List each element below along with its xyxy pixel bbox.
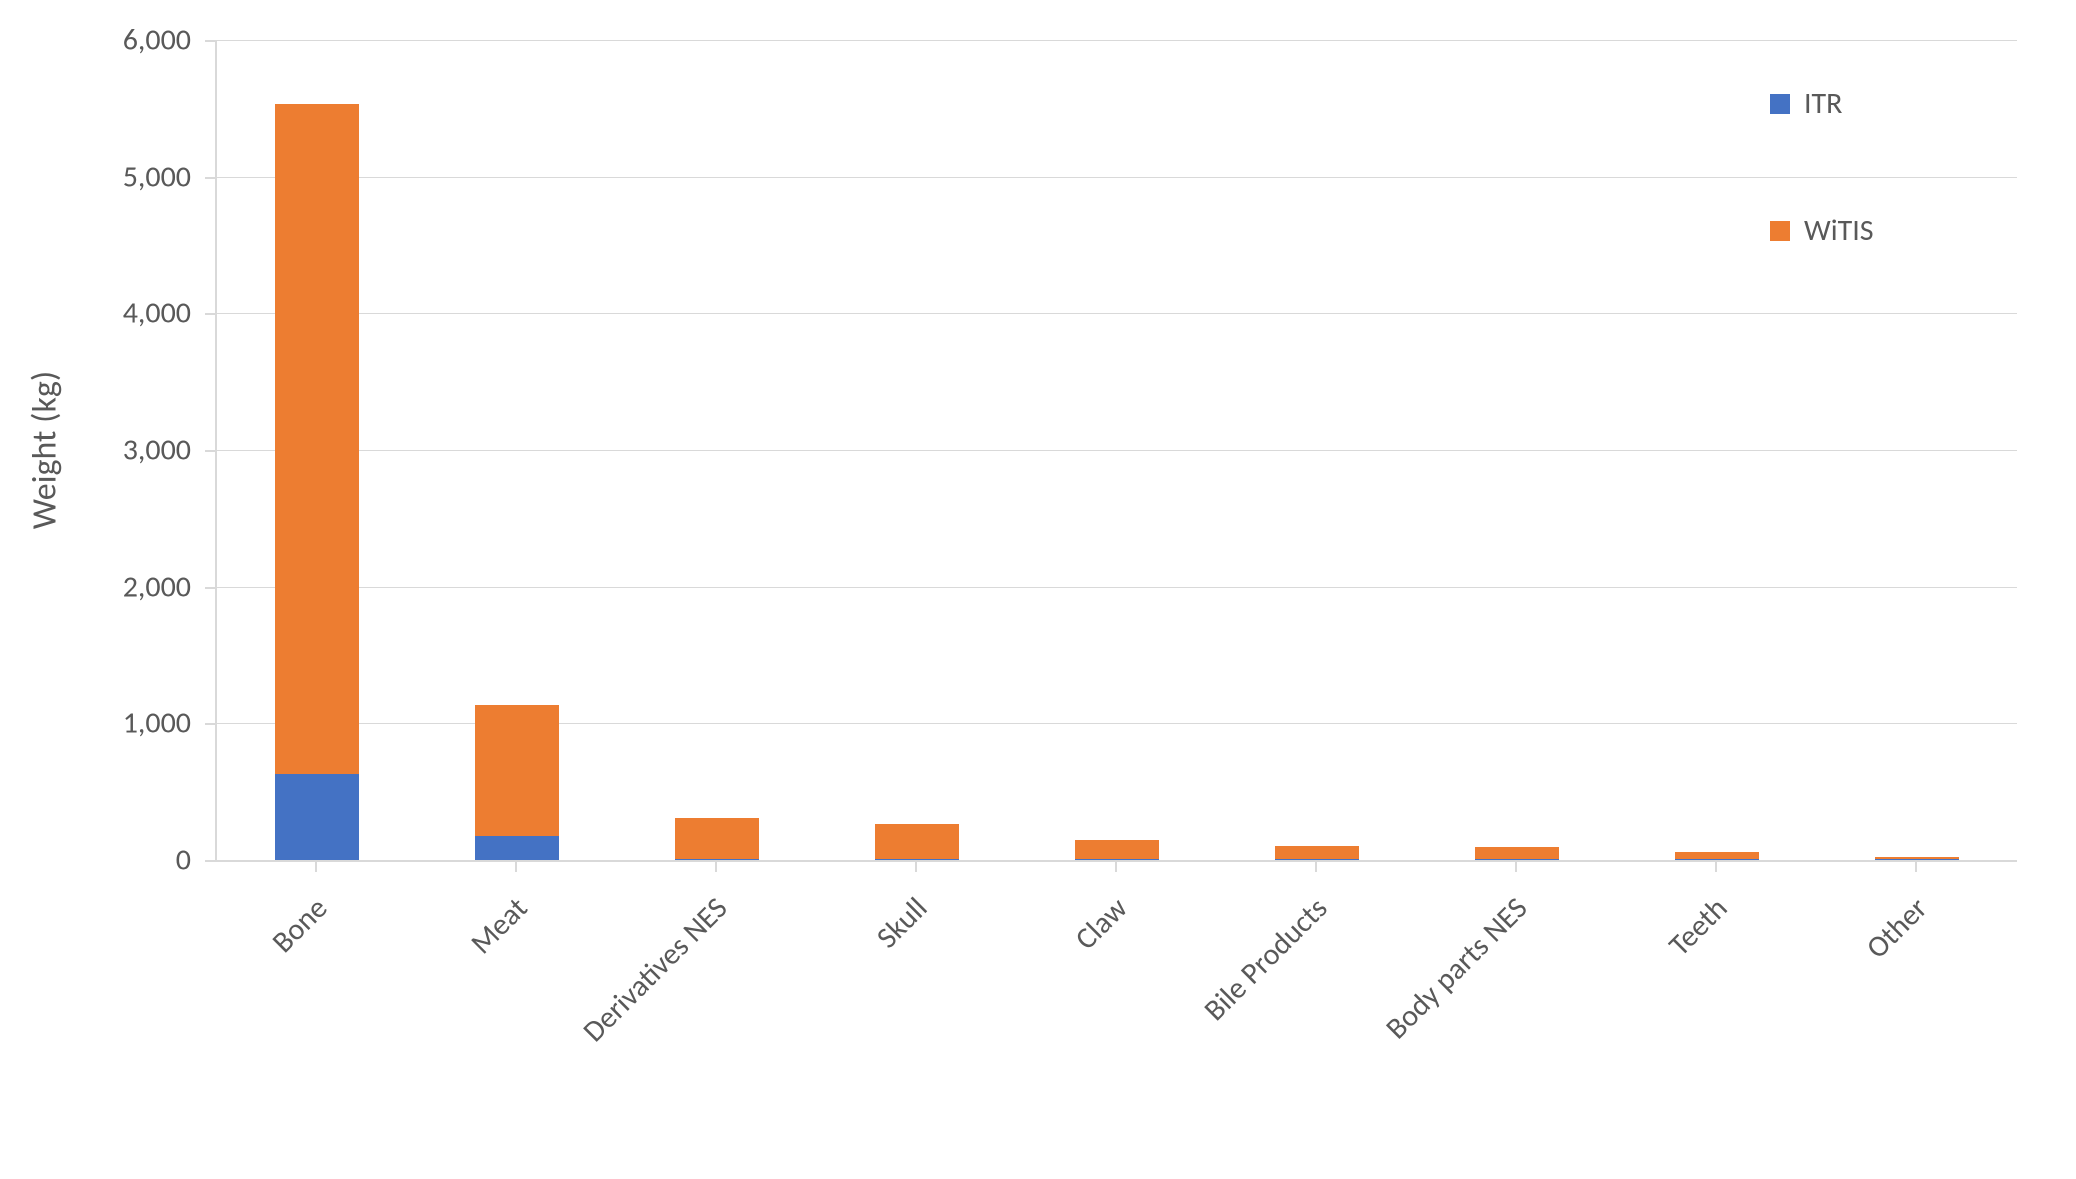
x-tick-label: Bone — [265, 890, 336, 961]
gridline — [217, 177, 2017, 178]
x-tick-label: Other — [1859, 890, 1935, 966]
y-tick-mark — [205, 177, 217, 179]
y-tick-mark — [205, 587, 217, 589]
y-axis-title: Weight (kg) — [25, 371, 66, 529]
x-tick-mark — [1515, 860, 1517, 872]
legend-swatch — [1770, 94, 1790, 114]
x-tick-mark — [715, 860, 717, 872]
y-tick-mark — [205, 40, 217, 42]
bar-witis — [875, 824, 959, 860]
gridline — [217, 313, 2017, 314]
bar-itr — [1075, 859, 1159, 860]
y-tick-mark — [205, 450, 217, 452]
bar-witis — [275, 104, 359, 774]
y-tick-mark — [205, 723, 217, 725]
y-tick-label: 1,000 — [71, 705, 191, 742]
bar-witis — [675, 818, 759, 859]
bar-witis — [1475, 847, 1559, 859]
y-tick-label: 3,000 — [71, 432, 191, 469]
x-tick-mark — [315, 860, 317, 872]
legend-item: WiTIS — [1770, 212, 1874, 249]
y-tick-label: 6,000 — [71, 22, 191, 59]
legend-swatch — [1770, 221, 1790, 241]
legend-label: ITR — [1804, 85, 1842, 122]
bar-itr — [475, 836, 559, 860]
legend-label: WiTIS — [1804, 212, 1874, 249]
y-tick-mark — [205, 313, 217, 315]
bar-itr — [1875, 859, 1959, 860]
x-tick-label: Bile Products — [1197, 890, 1336, 1029]
bar-itr — [1675, 859, 1759, 860]
bar-witis — [475, 705, 559, 836]
gridline — [217, 587, 2017, 588]
bar-itr — [675, 859, 759, 860]
chart-container: Weight (kg) ITR WiTIS 0 1,000 2,000 3,000 4,0… — [0, 0, 2076, 1179]
legend-item: ITR — [1770, 85, 1874, 122]
bar-itr — [275, 774, 359, 860]
y-tick-label: 0 — [71, 842, 191, 879]
gridline — [217, 40, 2017, 41]
y-tick-mark — [205, 860, 217, 862]
x-tick-mark — [1915, 860, 1917, 872]
x-tick-label: Body parts NES — [1378, 890, 1535, 1047]
x-tick-label: Skull — [869, 890, 935, 956]
y-tick-label: 2,000 — [71, 568, 191, 605]
bar-witis — [1875, 857, 1959, 860]
bar-witis — [1275, 846, 1359, 860]
bar-itr — [1275, 859, 1359, 860]
x-tick-label: Teeth — [1661, 890, 1735, 964]
x-tick-mark — [1315, 860, 1317, 872]
y-tick-label: 5,000 — [71, 158, 191, 195]
bar-witis — [1675, 852, 1759, 859]
gridline — [217, 450, 2017, 451]
x-tick-label: Claw — [1068, 890, 1136, 958]
bar-itr — [1475, 859, 1559, 860]
x-tick-label: Derivatives NES — [575, 890, 735, 1050]
plot-area — [215, 40, 2017, 862]
x-tick-mark — [1715, 860, 1717, 872]
x-tick-label: Meat — [463, 890, 535, 962]
bar-witis — [1075, 840, 1159, 860]
bar-itr — [875, 859, 959, 860]
x-tick-mark — [915, 860, 917, 872]
legend: ITR WiTIS — [1770, 85, 1874, 249]
x-tick-mark — [1115, 860, 1117, 872]
x-tick-mark — [515, 860, 517, 872]
y-tick-label: 4,000 — [71, 295, 191, 332]
